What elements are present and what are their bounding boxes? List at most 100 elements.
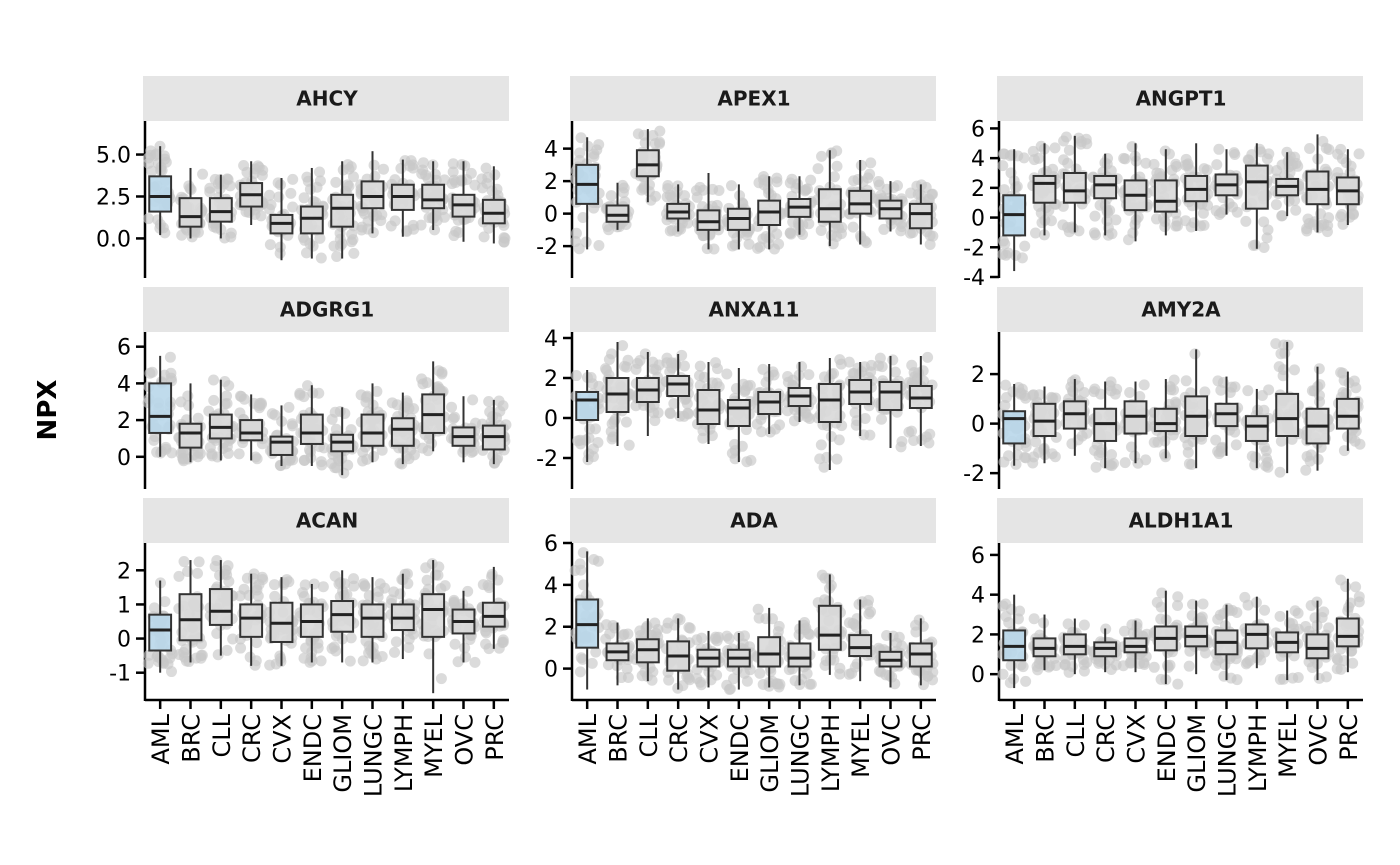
x-tick-label: CVX (696, 714, 724, 764)
data-point (493, 642, 505, 654)
data-point (850, 419, 862, 431)
data-point (1336, 153, 1348, 165)
data-point (1274, 466, 1286, 478)
data-point (755, 413, 767, 425)
data-point (1014, 605, 1026, 617)
data-point (1027, 145, 1039, 157)
data-point (477, 579, 489, 591)
box-endc (721, 180, 756, 252)
data-point (862, 599, 874, 611)
y-tick-label: -2 (536, 235, 558, 260)
data-point (1070, 163, 1082, 175)
data-point (710, 631, 722, 643)
data-point (1276, 159, 1288, 171)
data-point (675, 223, 687, 235)
x-tick-label: AML (574, 713, 602, 764)
data-point (724, 683, 736, 695)
data-point (342, 459, 354, 471)
box-crc (660, 349, 694, 422)
box-ovc (446, 585, 481, 668)
data-point (1199, 386, 1211, 398)
data-point (192, 412, 204, 424)
box-lungc (1210, 143, 1244, 221)
box-endc (721, 630, 757, 695)
data-point (1002, 247, 1014, 259)
data-point (142, 657, 154, 669)
data-point (997, 235, 1009, 247)
y-tick-label: 4 (971, 584, 985, 609)
data-point (725, 180, 737, 192)
data-point (847, 221, 859, 233)
y-tick-label: 0 (971, 413, 985, 438)
data-point (197, 168, 209, 180)
data-point (997, 668, 1009, 680)
y-tick-label: 0.0 (96, 227, 131, 252)
data-point (652, 407, 664, 419)
x-tick-label: LYMPH (1244, 714, 1272, 792)
data-point (1290, 204, 1302, 216)
data-point (165, 666, 177, 678)
data-point (1106, 449, 1118, 461)
data-point (909, 371, 921, 383)
data-point (1258, 242, 1270, 254)
data-point (707, 183, 719, 195)
data-point (1317, 135, 1329, 147)
data-point (263, 189, 275, 201)
box-cvx (1117, 618, 1153, 673)
box-ovc (1301, 134, 1335, 238)
data-point (606, 348, 618, 360)
data-point (711, 199, 723, 211)
box-endc (295, 166, 329, 264)
data-point (358, 578, 370, 590)
data-point (1289, 605, 1301, 617)
data-point (176, 229, 188, 241)
data-point (1000, 379, 1012, 391)
data-point (1049, 142, 1061, 154)
data-point (1288, 364, 1300, 376)
x-tick-label: PRC (908, 714, 936, 761)
data-point (1148, 158, 1160, 170)
box-lymph (385, 568, 421, 660)
iqr-box (421, 183, 446, 210)
x-tick-label: BRC (178, 714, 206, 763)
box-crc (660, 613, 696, 694)
data-point (575, 564, 587, 576)
panel-amy2a: AMY2A -2 0 2 (963, 287, 1366, 489)
data-point (605, 190, 617, 202)
data-point (1020, 675, 1032, 687)
data-point (1239, 591, 1251, 603)
iqr-box (299, 413, 324, 445)
data-point (447, 166, 459, 178)
iqr-box (360, 603, 385, 638)
x-tick-label: OVC (878, 714, 906, 766)
box-lungc (1210, 602, 1244, 686)
data-point (331, 462, 343, 474)
data-point (1140, 157, 1152, 169)
data-point (389, 646, 401, 658)
data-point (1043, 204, 1055, 216)
data-point (1249, 239, 1261, 251)
box-cll (630, 617, 665, 686)
data-point (1250, 451, 1262, 463)
data-point (620, 416, 632, 428)
box-lymph (1240, 143, 1275, 254)
data-point (1241, 656, 1253, 668)
data-point (274, 247, 286, 259)
box-brc (600, 619, 635, 686)
data-point (1228, 147, 1240, 159)
data-point (831, 453, 843, 465)
data-point (586, 657, 598, 669)
box-lungc (782, 173, 817, 241)
data-point (342, 179, 354, 191)
data-point (707, 377, 719, 389)
data-point (433, 365, 445, 377)
data-point (805, 174, 817, 186)
data-point (998, 184, 1010, 196)
data-point (904, 227, 916, 239)
data-point (1304, 143, 1316, 155)
data-point (1101, 215, 1113, 227)
box-cll (204, 173, 237, 244)
data-point (773, 238, 785, 250)
box-crc (661, 179, 696, 237)
data-point (1313, 389, 1325, 401)
